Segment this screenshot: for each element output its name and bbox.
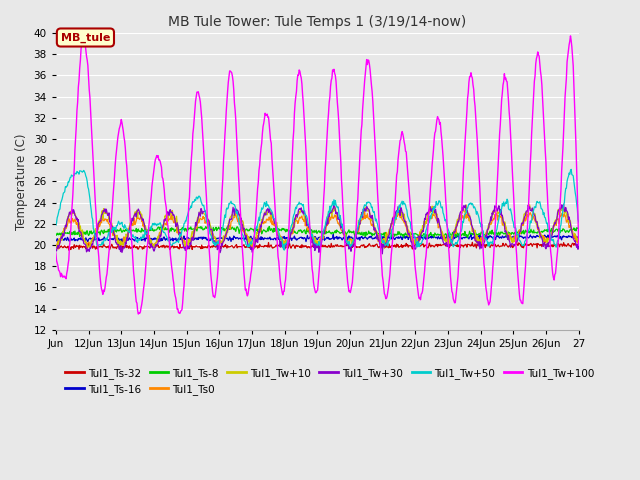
Title: MB Tule Tower: Tule Temps 1 (3/19/14-now): MB Tule Tower: Tule Temps 1 (3/19/14-now… xyxy=(168,15,467,29)
Text: MB_tule: MB_tule xyxy=(61,32,110,43)
Y-axis label: Temperature (C): Temperature (C) xyxy=(15,133,28,229)
Legend: Tul1_Ts-32, Tul1_Ts-16, Tul1_Ts-8, Tul1_Ts0, Tul1_Tw+10, Tul1_Tw+30, Tul1_Tw+50,: Tul1_Ts-32, Tul1_Ts-16, Tul1_Ts-8, Tul1_… xyxy=(61,363,598,399)
